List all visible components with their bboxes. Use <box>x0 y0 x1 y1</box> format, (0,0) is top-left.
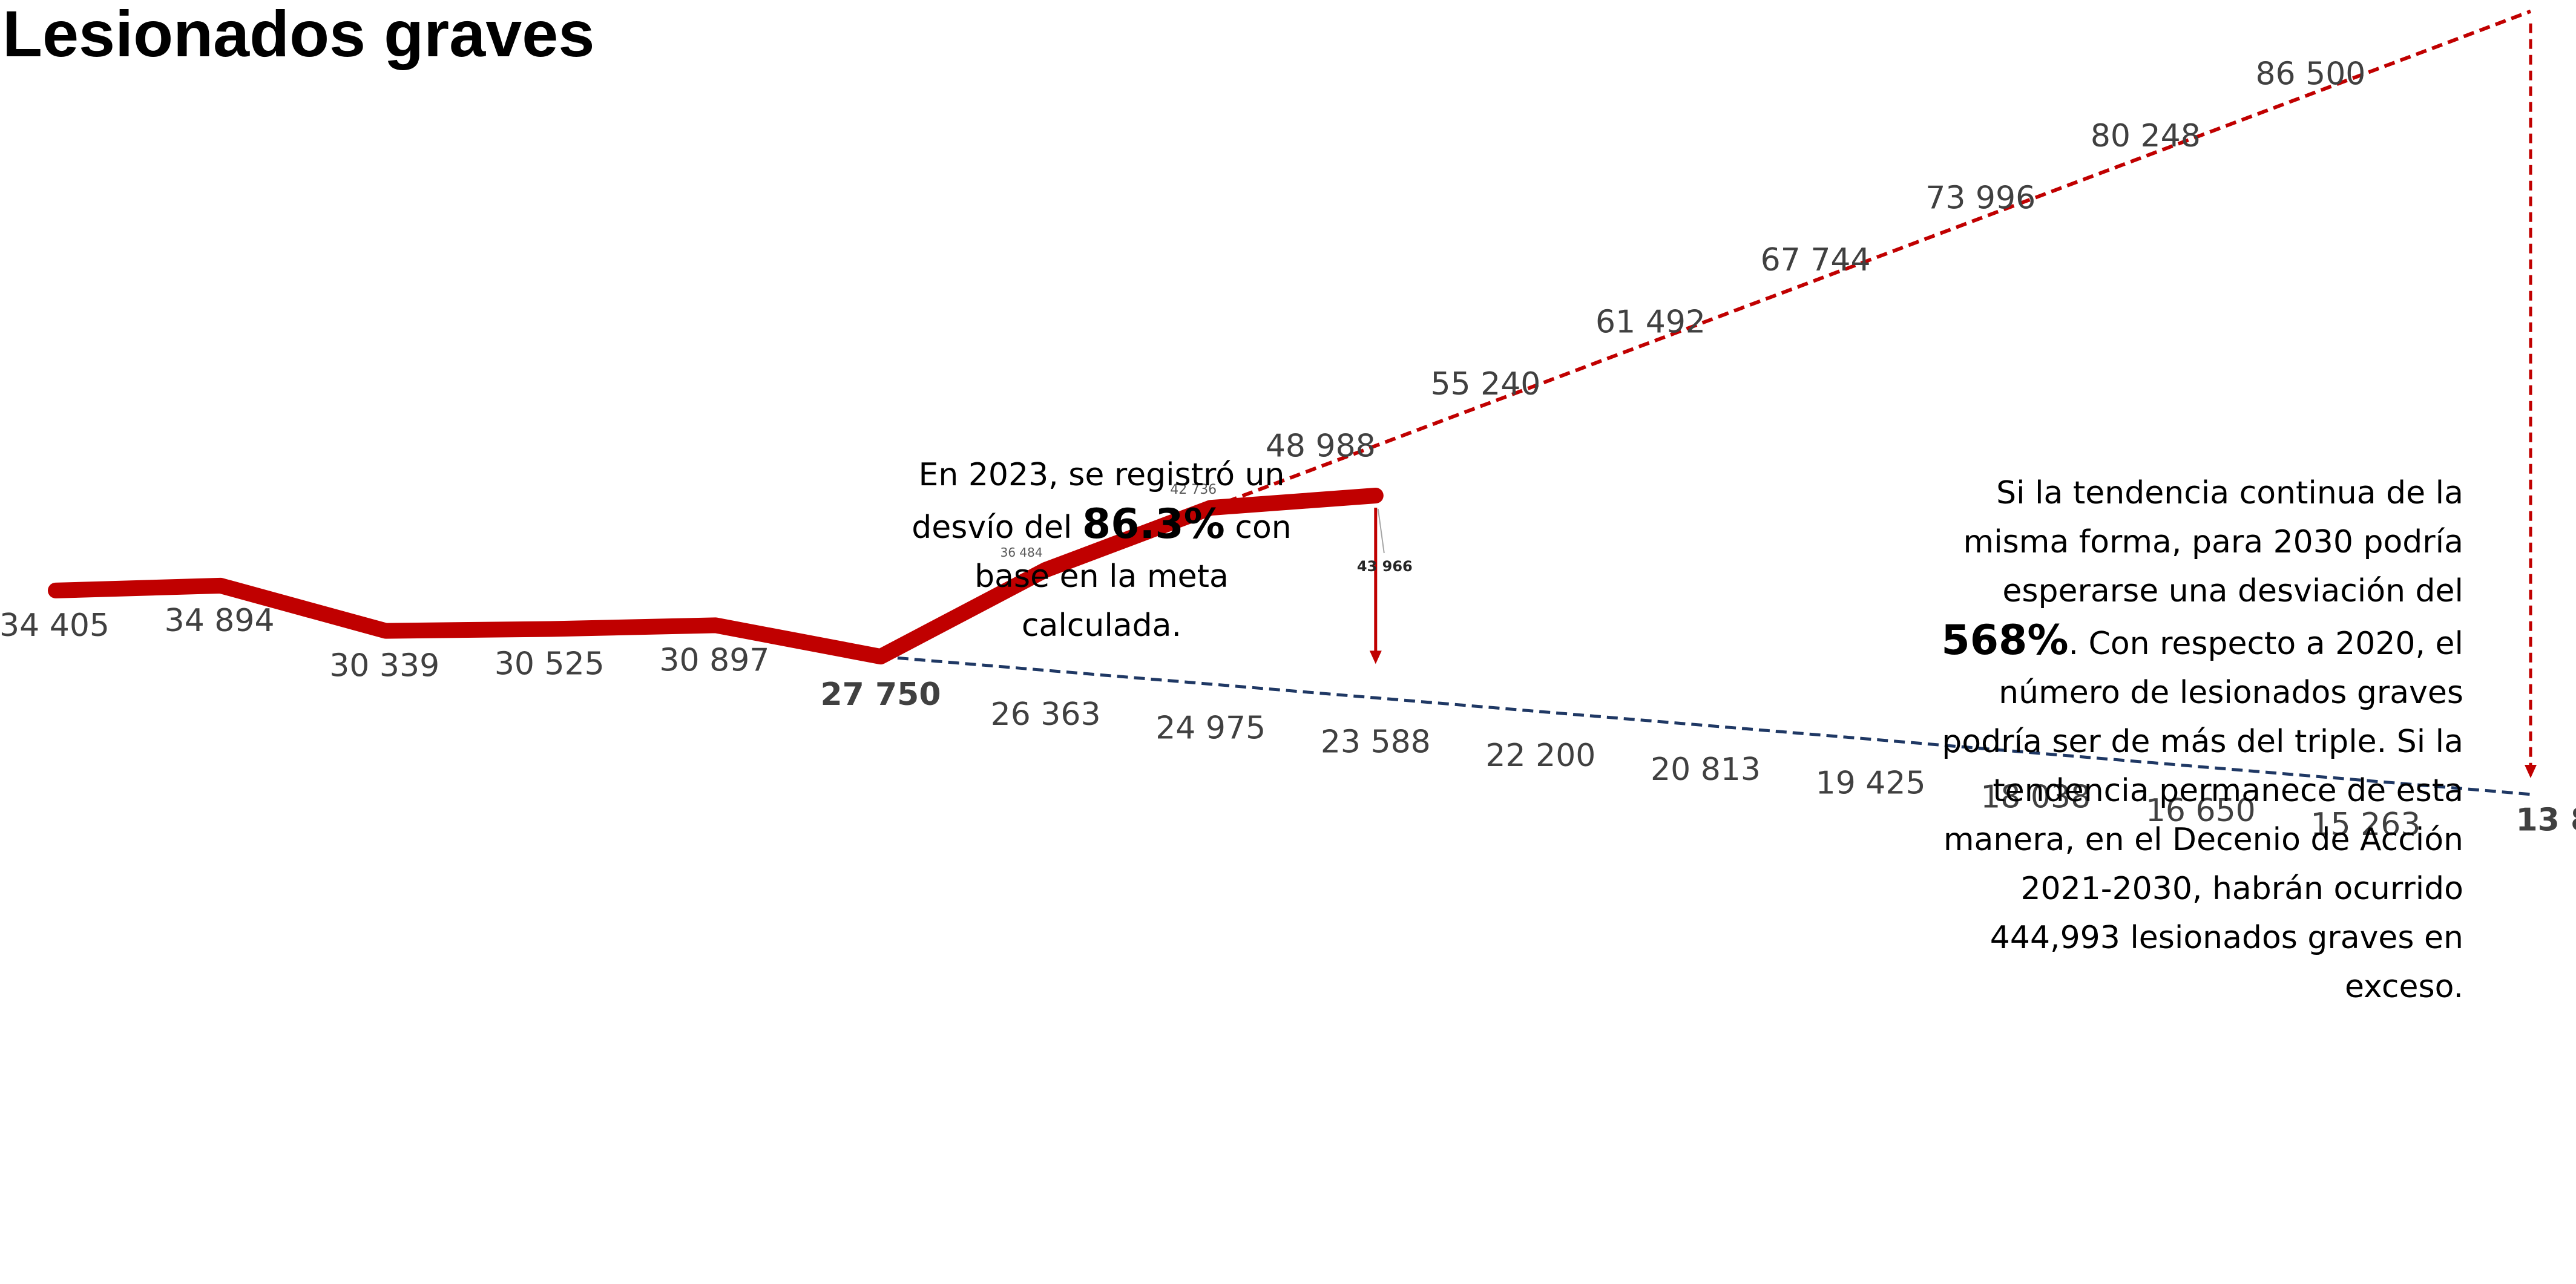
deviation-percent-2023: 86.3% <box>1082 500 1225 548</box>
data-label-projection_down-6: 26 363 <box>991 696 1101 733</box>
note-left-line-1: En 2023, se registró un <box>918 457 1285 493</box>
series-line-projection_down <box>880 655 2531 796</box>
data-label-projection_up-12: 73 996 <box>1925 180 2036 216</box>
data-label-projection_down-15: 13 875 <box>2515 802 2576 839</box>
note-right-line-11: exceso. <box>2344 969 2463 1005</box>
deviation-percent-2030: 568% <box>1941 617 2069 664</box>
note-right-line-7: tendencia permanece de esta <box>1993 773 2463 809</box>
annotation-arrows <box>1369 23 2537 778</box>
note-right-line-6: podría ser de más del triple. Si la <box>1942 724 2463 760</box>
data-label-actual-2: 30 339 <box>329 648 439 684</box>
arrow-head-1 <box>2525 765 2537 778</box>
note-right-line-10: 444,993 lesionados graves en <box>1990 920 2463 956</box>
data-label-projection_up-13: 80 248 <box>2091 118 2201 154</box>
series-line-projection_up <box>1210 9 2532 510</box>
chart-title: Lesionados graves <box>2 0 595 70</box>
leader-line-2023 <box>1377 508 1385 554</box>
data-label-projection_down-14: 15 263 <box>2310 807 2420 843</box>
note-right-line-9: 2021-2030, habrán ocurrido <box>2020 871 2463 907</box>
note-right-line-4b: . Con respecto a 2020, el <box>2068 626 2463 662</box>
data-label-projection_down-10: 20 813 <box>1651 752 1761 788</box>
data-label-actual-8: 43 966 <box>1357 558 1413 575</box>
data-label-actual-6: 36 484 <box>1000 545 1043 560</box>
annotation-2030-projection: Si la tendencia continua de la misma for… <box>1901 469 2463 1012</box>
data-label-projection_up-11: 67 744 <box>1761 242 1871 278</box>
note-right-line-2: misma forma, para 2030 podría <box>1963 524 2463 560</box>
data-label-projection_up-9: 55 240 <box>1430 366 1540 402</box>
data-label-projection_up-14: 86 500 <box>2255 56 2365 92</box>
series-lines <box>48 9 2532 796</box>
note-right-line-5: número de lesionados graves <box>1999 675 2463 711</box>
data-label-actual-7: 42 736 <box>1170 482 1217 497</box>
data-label-projection_down-9: 22 200 <box>1485 738 1595 774</box>
series-line-actual <box>48 488 1384 665</box>
data-label-projection_down-13: 16 650 <box>2146 793 2256 829</box>
arrow-head-0 <box>1369 650 1382 664</box>
note-right-line-1: Si la tendencia continua de la <box>1996 475 2463 511</box>
data-label-actual-4: 30 897 <box>659 642 769 678</box>
data-label-projection_up-10: 61 492 <box>1595 304 1706 341</box>
note-right-line-3: esperarse una desviación del <box>2002 573 2463 609</box>
note-left-line-2: desvío del 86.3% con <box>847 500 1356 552</box>
note-left-line-4: calculada. <box>1021 608 1182 644</box>
data-label-projection_down-8: 23 588 <box>1321 724 1431 760</box>
note-right-line-4: 568%. Con respecto a 2020, el <box>1901 616 2463 669</box>
annotation-2023-deviation: En 2023, se registró un desvío del 86.3%… <box>847 451 1356 650</box>
data-labels: 34 405 34 894 30 339 30 525 30 897 27 750 36 4… <box>0 56 2576 843</box>
data-label-projection_up-8: 48 988 <box>1266 428 1376 465</box>
data-label-actual-1: 34 894 <box>165 603 275 639</box>
note-right-line-8: manera, en el Decenio de Acción <box>1943 822 2463 858</box>
data-label-projection_down-7: 24 975 <box>1155 710 1266 747</box>
data-label-actual-5: 27 750 <box>820 676 941 713</box>
note-left-line-2a: desvío del <box>912 509 1082 546</box>
data-label-actual-3: 30 525 <box>494 646 605 683</box>
note-left-line-3: base en la meta <box>974 558 1229 595</box>
data-label-actual-0: 34 405 <box>0 608 110 644</box>
note-left-line-2b: con <box>1224 509 1292 546</box>
data-label-projection_down-12: 18 038 <box>1980 779 2091 815</box>
data-label-projection_down-11: 19 425 <box>1816 765 1926 802</box>
